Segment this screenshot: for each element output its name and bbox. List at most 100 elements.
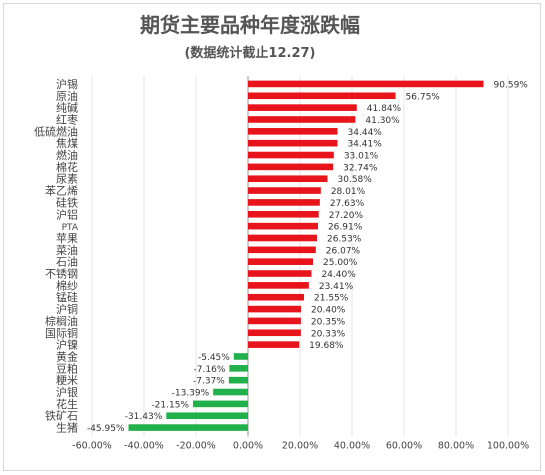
bar: [248, 341, 300, 348]
value-labels: 90.59% 56.75% 41.84% 41.30% 34.44% 34.41% 33.0…: [87, 80, 528, 434]
category-label: 苯乙烯: [45, 184, 78, 198]
bar: [248, 234, 317, 242]
category-label: 苹果: [56, 231, 78, 245]
bar: [248, 151, 334, 159]
value-label: -45.95%: [87, 424, 125, 434]
category-label: 石油: [56, 255, 78, 269]
bar: [248, 258, 313, 265]
category-label: 不锈钢: [45, 268, 78, 281]
value-label: 26.07%: [326, 246, 361, 256]
category-label: 纯碱: [56, 102, 78, 115]
category-label: 低硫燃油: [34, 124, 78, 138]
x-tick-labels: -60.00% -40.00% -20.00% 0.00% 20.00% 40.00% 60…: [72, 441, 529, 452]
bar: [248, 80, 484, 88]
value-label: 20.40%: [311, 306, 346, 316]
bar: [193, 400, 248, 408]
value-label: 34.44%: [348, 128, 383, 138]
chart-title: 期货主要品种年度涨跌幅: [140, 13, 360, 37]
value-label: 34.41%: [347, 140, 382, 150]
value-label: 56.75%: [406, 92, 441, 102]
chart-subtitle: (数据统计截止12.27): [184, 45, 315, 61]
bar: [228, 376, 248, 384]
x-tick-label: 60.00%: [386, 441, 422, 452]
x-tick-label: 40.00%: [334, 441, 370, 452]
value-label: 20.33%: [311, 329, 346, 339]
value-label: 41.30%: [365, 116, 400, 126]
bar: [248, 104, 357, 111]
category-label: 沪铜: [56, 302, 78, 316]
bar: [248, 163, 334, 171]
bars: [128, 80, 484, 431]
value-label: -7.37%: [193, 377, 225, 387]
value-label: 33.01%: [344, 152, 379, 162]
x-tick-label: 0.00%: [233, 441, 263, 452]
value-label: 19.68%: [309, 341, 344, 351]
bar: [248, 92, 396, 100]
value-label: 26.53%: [327, 234, 362, 244]
value-label: 32.74%: [343, 163, 378, 173]
value-label: -21.15%: [151, 400, 189, 410]
bar: [233, 353, 248, 360]
category-label: 焦煤: [56, 137, 78, 150]
value-label: 21.55%: [314, 294, 349, 304]
value-label: -13.39%: [172, 389, 210, 399]
value-label: 27.20%: [329, 211, 364, 221]
bar: [248, 222, 318, 230]
category-label: 硅铁: [56, 196, 78, 209]
bar: [248, 187, 321, 194]
category-label: 沪铝: [56, 207, 78, 221]
value-label: -7.16%: [194, 365, 226, 375]
category-label: 国际铜: [45, 326, 78, 340]
bar: [248, 210, 319, 218]
bar: [248, 305, 302, 313]
x-tick-label: -20.00%: [176, 441, 216, 452]
x-tick-label: -60.00%: [72, 441, 112, 452]
gridlines: [91, 76, 509, 437]
category-label: 尿素: [56, 173, 78, 186]
bar: [248, 270, 312, 277]
bar: [248, 199, 320, 206]
category-label: 原油: [56, 89, 78, 103]
bar: [213, 388, 248, 396]
x-tick-label: 80.00%: [438, 441, 474, 452]
value-label: 27.63%: [330, 199, 365, 209]
value-label: -31.43%: [125, 412, 163, 422]
category-label: 棉纱: [56, 278, 78, 292]
bar: [248, 293, 305, 301]
category-label: 棉花: [56, 160, 78, 174]
category-label: 沪银: [56, 385, 78, 399]
bar: [248, 116, 356, 123]
bar: [229, 365, 248, 372]
value-label: 25.00%: [323, 258, 358, 268]
x-tick-label: 20.00%: [282, 441, 318, 452]
value-label: 41.84%: [367, 104, 402, 114]
value-label: -5.45%: [198, 353, 230, 363]
bar: [248, 128, 338, 135]
category-label: PTA: [62, 223, 79, 233]
value-label: 28.01%: [331, 187, 366, 197]
category-label: 花生: [56, 397, 78, 411]
value-label: 30.58%: [338, 175, 373, 185]
value-label: 26.91%: [328, 223, 363, 233]
bar: [248, 282, 309, 289]
category-label: 黄金: [56, 349, 78, 363]
category-label: 沪镍: [56, 338, 78, 352]
bar: [248, 317, 301, 325]
chart-frame: [3, 3, 541, 471]
value-label: 20.35%: [311, 317, 346, 327]
value-label: 24.40%: [321, 270, 356, 280]
bar: [166, 412, 248, 420]
category-label: 燃油: [56, 148, 78, 162]
bar: [128, 424, 248, 431]
category-label: 棕榈油: [45, 314, 78, 328]
category-label: 豆粕: [56, 361, 78, 375]
bar: [248, 246, 316, 254]
x-tick-label: 100.00%: [487, 441, 529, 452]
bar: [248, 175, 328, 183]
bar: [248, 329, 301, 337]
category-label: 生猪: [56, 421, 78, 435]
category-label: 沪锡: [56, 77, 78, 91]
value-label: 90.59%: [494, 80, 529, 90]
